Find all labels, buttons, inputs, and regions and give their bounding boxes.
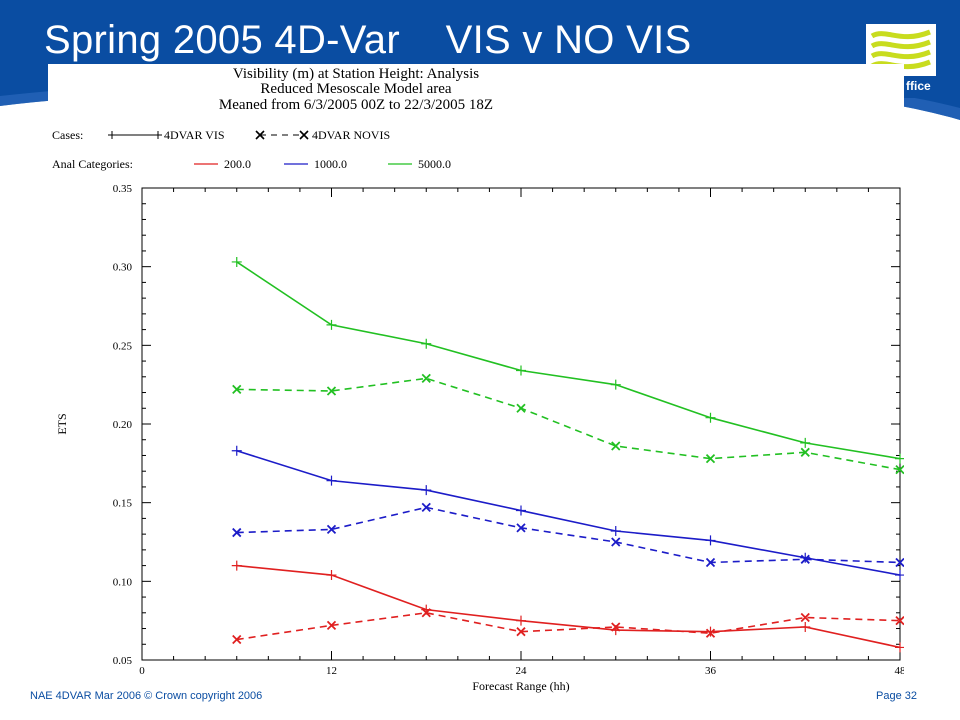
series-4dvar-novis-200-0	[232, 608, 905, 645]
x-axis-label: Forecast Range (hh)	[472, 679, 569, 693]
y-tick-label: 0.05	[113, 655, 133, 667]
data-point-4dvar-novis-200-0	[516, 627, 526, 637]
data-point-4dvar-novis-1000-0	[232, 527, 242, 538]
y-tick-label: 0.20	[113, 419, 133, 431]
data-point-4dvar-novis-1000-0	[516, 523, 526, 533]
series-line-4dvar-novis-200-0	[236, 611, 901, 641]
series-layer	[231, 256, 905, 653]
data-point-4dvar-novis-200-0	[326, 620, 337, 631]
data-point-4dvar-vis-1000-0	[326, 475, 337, 486]
data-point-4dvar-novis-200-0	[232, 634, 242, 645]
y-tick-label: 0.30	[113, 262, 133, 274]
data-point-4dvar-novis-200-0	[895, 616, 905, 626]
data-point-4dvar-vis-5000-0	[326, 319, 337, 330]
data-point-4dvar-vis-5000-0	[800, 437, 811, 448]
data-point-4dvar-novis-1000-0	[326, 524, 337, 535]
y-tick-label: 0.25	[113, 340, 133, 352]
series-line-4dvar-vis-200-0	[236, 564, 901, 649]
plot-frame	[141, 187, 901, 661]
data-point-4dvar-novis-200-0	[421, 608, 431, 618]
data-point-4dvar-vis-200-0	[326, 570, 337, 581]
y-tick-label: 0.35	[113, 183, 133, 195]
data-point-4dvar-novis-5000-0	[705, 453, 716, 464]
data-point-4dvar-novis-1000-0	[421, 502, 431, 513]
chart-subtitle-1: Reduced Mesoscale Model area	[260, 81, 452, 97]
x-tick-label: 24	[516, 665, 528, 677]
data-point-4dvar-vis-200-0	[516, 615, 526, 626]
legend-cat-1000-label: 1000.0	[314, 157, 347, 171]
chart-subtitle-2: Meaned from 6/3/2005 00Z to 22/3/2005 18…	[219, 97, 493, 113]
y-tick-label: 0.15	[113, 498, 133, 510]
y-axis-label: ETS	[55, 413, 69, 434]
series-4dvar-vis-5000-0	[231, 256, 905, 464]
data-point-4dvar-vis-200-0	[800, 621, 811, 632]
data-point-4dvar-vis-5000-0	[705, 412, 716, 423]
data-point-4dvar-novis-1000-0	[895, 557, 905, 568]
axis-ticks	[141, 187, 901, 661]
data-point-4dvar-novis-200-0	[611, 622, 621, 632]
data-point-4dvar-vis-1000-0	[231, 445, 242, 456]
footer-copyright: NAE 4DVAR Mar 2006 © Crown copyright 200…	[30, 690, 263, 702]
chart-title: Visibility (m) at Station Height: Analys…	[233, 66, 479, 82]
data-point-4dvar-novis-5000-0	[516, 403, 526, 413]
chart-panel: Visibility (m) at Station Height: Analys…	[48, 64, 906, 698]
legend-cases-label: Cases:	[52, 128, 83, 142]
data-point-4dvar-vis-200-0	[705, 626, 716, 637]
data-point-4dvar-novis-1000-0	[705, 557, 716, 568]
series-line-4dvar-vis-5000-0	[236, 261, 901, 460]
legend-case-vis-swatch	[108, 131, 162, 139]
axis-tick-labels: 0 12 24 36 48 0.05 0.10 0.15 0.20 0.25 0.30 0.35	[113, 183, 906, 677]
series-4dvar-novis-5000-0	[232, 373, 905, 475]
data-point-4dvar-novis-5000-0	[421, 373, 431, 384]
series-line-4dvar-vis-1000-0	[236, 449, 901, 576]
x-tick-label: 12	[326, 665, 337, 677]
data-point-4dvar-vis-5000-0	[231, 256, 242, 267]
legend-case-novis-label: 4DVAR NOVIS	[312, 128, 390, 142]
legend-case-novis-swatch	[255, 130, 309, 140]
data-point-4dvar-vis-1000-0	[610, 525, 621, 536]
legend-cat-5000-label: 5000.0	[418, 157, 451, 171]
data-point-4dvar-novis-200-0	[800, 612, 810, 623]
data-point-4dvar-vis-1000-0	[516, 505, 526, 516]
data-point-4dvar-novis-5000-0	[232, 384, 242, 395]
data-point-4dvar-vis-1000-0	[421, 485, 432, 496]
data-point-4dvar-vis-5000-0	[610, 379, 621, 390]
data-point-4dvar-vis-5000-0	[895, 453, 905, 464]
series-4dvar-vis-200-0	[231, 560, 905, 653]
data-point-4dvar-novis-5000-0	[326, 386, 337, 396]
data-point-4dvar-vis-5000-0	[421, 338, 432, 349]
data-point-4dvar-novis-1000-0	[611, 537, 621, 547]
data-point-4dvar-vis-1000-0	[895, 570, 905, 581]
series-line-4dvar-novis-1000-0	[236, 506, 901, 564]
footer-page-number: Page 32	[876, 690, 917, 702]
x-tick-label: 36	[705, 665, 717, 677]
series-line-4dvar-novis-5000-0	[236, 377, 901, 471]
y-tick-label: 0.10	[113, 576, 133, 588]
x-tick-label: 48	[895, 665, 905, 677]
ets-line-chart: Visibility (m) at Station Height: Analys…	[52, 66, 906, 693]
slide-title: Spring 2005 4D-Var VIS v NO VIS	[44, 18, 692, 62]
data-point-4dvar-novis-5000-0	[895, 464, 905, 475]
data-point-4dvar-novis-200-0	[705, 628, 716, 638]
data-point-4dvar-vis-200-0	[231, 560, 242, 571]
data-point-4dvar-novis-5000-0	[611, 441, 621, 451]
data-point-4dvar-novis-5000-0	[800, 447, 810, 457]
data-point-4dvar-vis-1000-0	[705, 535, 716, 546]
series-4dvar-vis-1000-0	[231, 445, 905, 581]
legend-case-vis-label: 4DVAR VIS	[164, 128, 225, 142]
data-point-4dvar-vis-1000-0	[800, 552, 811, 563]
legend-cat-200-label: 200.0	[224, 157, 251, 171]
x-tick-label: 0	[139, 665, 145, 677]
series-4dvar-novis-1000-0	[232, 502, 905, 568]
data-point-4dvar-vis-200-0	[895, 642, 905, 653]
legend-categories-label: Anal Categories:	[52, 157, 133, 171]
data-point-4dvar-vis-5000-0	[516, 365, 526, 376]
data-point-4dvar-novis-1000-0	[800, 554, 810, 564]
logo-text: ffice	[906, 79, 931, 93]
